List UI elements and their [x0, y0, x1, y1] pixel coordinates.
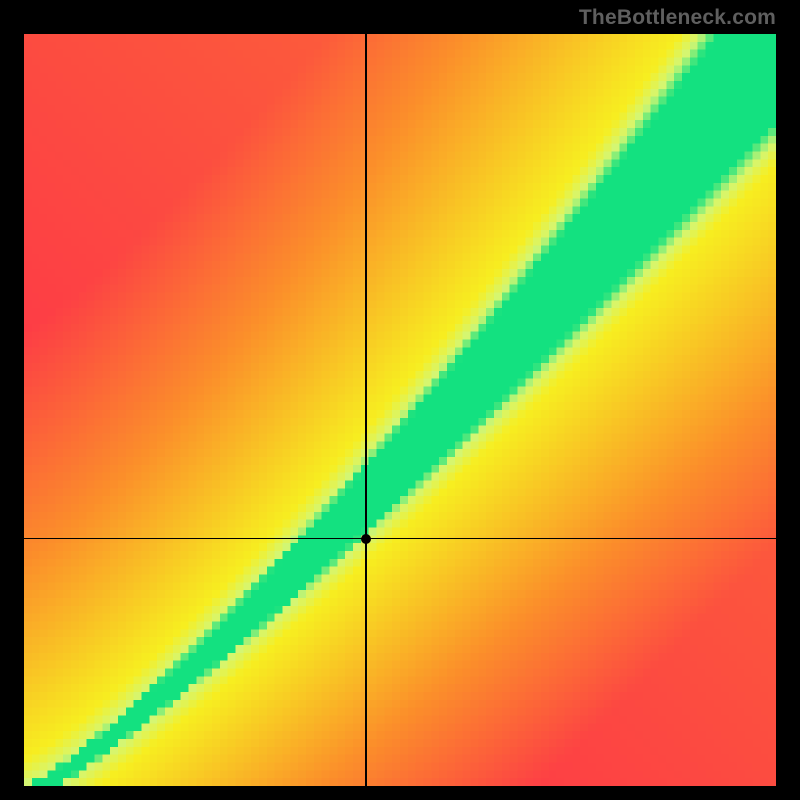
crosshair-horizontal: [24, 538, 776, 539]
crosshair-vertical: [365, 34, 366, 786]
attribution-text: TheBottleneck.com: [579, 6, 776, 30]
bottleneck-heatmap: [24, 34, 776, 786]
crosshair-dot: [361, 534, 371, 544]
chart-container: TheBottleneck.com: [0, 0, 800, 800]
